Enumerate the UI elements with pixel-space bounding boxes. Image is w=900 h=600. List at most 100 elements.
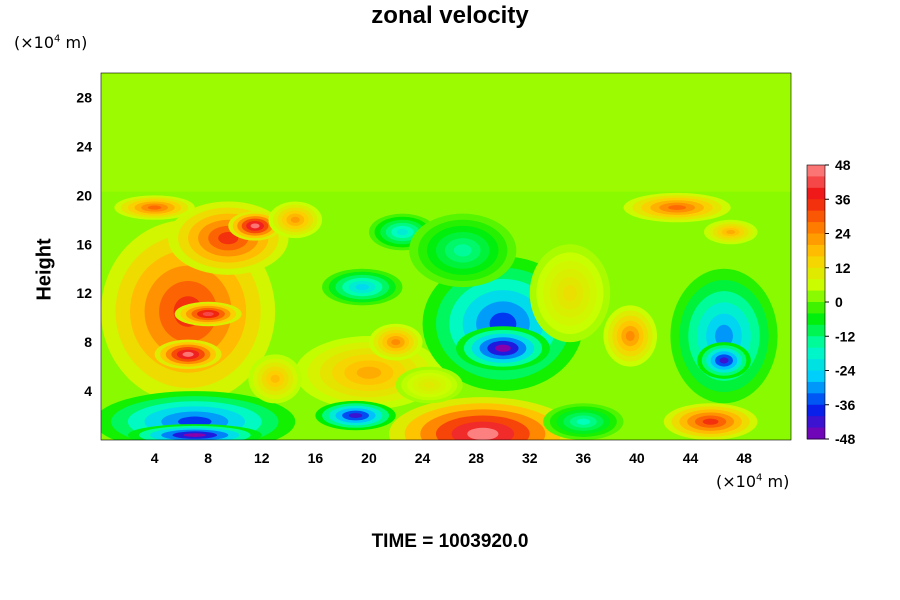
contour-level — [270, 374, 280, 383]
y-tick-label: 20 — [76, 187, 92, 203]
colorbar-band — [807, 222, 825, 234]
y-tick-label: 16 — [76, 236, 92, 252]
colorbar-band — [807, 427, 825, 440]
time-label: TIME = 1003920.0 — [371, 531, 529, 552]
colorbar-band — [807, 336, 825, 349]
contour-level — [348, 413, 363, 418]
upper-layer — [101, 73, 791, 192]
field-feature — [670, 268, 778, 404]
contour-level — [183, 433, 206, 437]
colorbar-band — [807, 381, 825, 394]
y-axis-unit: (×104 m) — [14, 33, 88, 52]
contour-level — [668, 205, 687, 211]
y-tick-label: 8 — [84, 334, 92, 350]
field-feature — [174, 301, 242, 327]
colorbar-band — [807, 416, 825, 429]
field-feature — [395, 366, 463, 404]
colorbar-band — [807, 290, 825, 303]
colorbar-tick-label: 0 — [835, 294, 843, 310]
colorbar-band — [807, 393, 825, 406]
contour-level — [182, 351, 194, 357]
contour-level — [453, 244, 472, 257]
field-feature — [268, 201, 323, 239]
colorbar-tick-label: 24 — [835, 226, 851, 242]
colorbar-band — [807, 347, 825, 360]
contour-level — [625, 330, 635, 342]
field-feature — [663, 403, 758, 440]
contour-level — [356, 366, 382, 379]
colorbar-band — [807, 199, 825, 212]
field-feature — [456, 326, 550, 371]
field-feature — [529, 244, 611, 343]
colorbar-band — [807, 279, 825, 292]
colorbar-tick-label: 12 — [835, 260, 851, 276]
field-feature — [127, 424, 262, 440]
field-feature — [154, 339, 222, 370]
colorbar-tick-label: -48 — [835, 431, 855, 447]
colorbar-band — [807, 187, 825, 200]
colorbar-tick-label: -36 — [835, 397, 855, 413]
colorbar-band — [807, 404, 825, 417]
field-feature — [315, 400, 396, 431]
field-feature — [603, 305, 658, 367]
x-tick-label: 8 — [204, 450, 212, 466]
contour-level — [396, 228, 409, 236]
contour-level — [495, 344, 511, 352]
colorbar-band — [807, 302, 825, 314]
field-feature — [228, 211, 282, 241]
x-tick-label: 24 — [415, 450, 431, 466]
contour-level — [467, 427, 499, 440]
colorbar-tick-label: -24 — [835, 363, 855, 379]
colorbar-tick-label: 48 — [835, 157, 851, 173]
colorbar-band — [807, 233, 825, 246]
field-feature — [248, 354, 302, 404]
field-feature — [543, 403, 624, 440]
x-axis-unit: (×104 m) — [716, 472, 790, 491]
contour-level — [576, 418, 591, 425]
chart-title: zonal velocity — [371, 2, 529, 29]
x-tick-label: 12 — [254, 450, 270, 466]
field-feature — [697, 342, 751, 379]
x-tick-label: 4 — [151, 450, 159, 466]
field-feature — [389, 397, 577, 440]
contour-level — [702, 418, 719, 425]
y-tick-label: 12 — [76, 285, 92, 301]
colorbar-tick-label: 36 — [835, 191, 851, 207]
field-feature — [623, 192, 731, 223]
field-feature — [322, 268, 403, 306]
colorbar-band — [807, 210, 825, 223]
field-feature — [368, 213, 436, 251]
field-feature — [409, 213, 517, 288]
colorbar-band — [807, 244, 825, 257]
x-tick-label: 36 — [576, 450, 592, 466]
contour-level — [563, 285, 577, 302]
colorbar-band — [807, 176, 825, 189]
colorbar-band — [807, 313, 825, 326]
contour-level — [355, 284, 369, 291]
y-tick-label: 24 — [76, 138, 92, 154]
x-tick-label: 32 — [522, 450, 538, 466]
contour-level — [290, 216, 300, 223]
colorbar-band — [807, 267, 825, 280]
contour-level — [726, 229, 736, 235]
field-feature — [703, 219, 758, 245]
x-tick-label: 28 — [468, 450, 484, 466]
field-feature — [114, 195, 195, 220]
x-tick-label: 40 — [629, 450, 645, 466]
colorbar-tick-label: -12 — [835, 328, 855, 344]
contour-level — [202, 311, 214, 317]
contour-level — [147, 205, 162, 210]
y-tick-label: 28 — [76, 89, 92, 105]
contour-level — [250, 223, 260, 229]
colorbar-band — [807, 324, 825, 337]
plot-frame — [100, 72, 792, 441]
x-tick-label: 20 — [361, 450, 377, 466]
field-feature — [368, 323, 423, 361]
colorbar-band — [807, 256, 825, 269]
contour-level — [715, 324, 733, 348]
x-tick-label: 48 — [736, 450, 752, 466]
colorbar-band — [807, 370, 825, 383]
y-tick-label: 4 — [84, 383, 92, 399]
